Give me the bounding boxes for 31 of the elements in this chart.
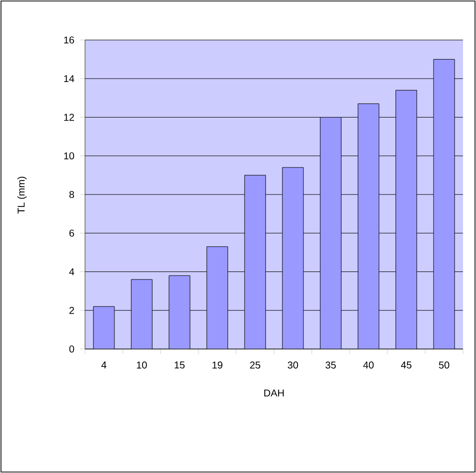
x-tick-label: 40 (363, 362, 374, 369)
bar (282, 167, 304, 349)
y-tick-label: 16 (64, 36, 74, 44)
bar (130, 279, 152, 349)
bar (93, 306, 115, 349)
y-axis-title: TL (mm) (17, 176, 27, 214)
y-tick-label: 0 (69, 345, 74, 353)
x-tick-label: 15 (174, 362, 185, 368)
y-tick-label: 6 (69, 230, 74, 237)
bar (358, 103, 380, 349)
x-tick-label: 35 (326, 362, 336, 369)
x-tick-label: 50 (438, 362, 450, 369)
y-tick-label: 14 (64, 75, 74, 82)
bar (433, 59, 455, 349)
x-tick-label: 4 (101, 362, 106, 368)
bar (396, 90, 418, 349)
bar (244, 174, 266, 349)
y-tick-label: 12 (64, 114, 74, 121)
y-tick-label: 4 (69, 268, 74, 276)
x-tick-label: 25 (250, 362, 260, 369)
x-tick-label: 19 (212, 362, 222, 369)
y-tick-label: 8 (69, 190, 74, 198)
bar (320, 116, 342, 349)
bar (206, 246, 228, 349)
x-tick-label: 10 (136, 362, 147, 369)
y-tick-label: 2 (69, 306, 74, 314)
x-tick-label: 45 (400, 362, 412, 368)
y-tick-label: 10 (64, 152, 74, 160)
x-axis-title: DAH (264, 390, 284, 396)
x-tick-label: 30 (288, 362, 298, 369)
bar (168, 275, 190, 349)
